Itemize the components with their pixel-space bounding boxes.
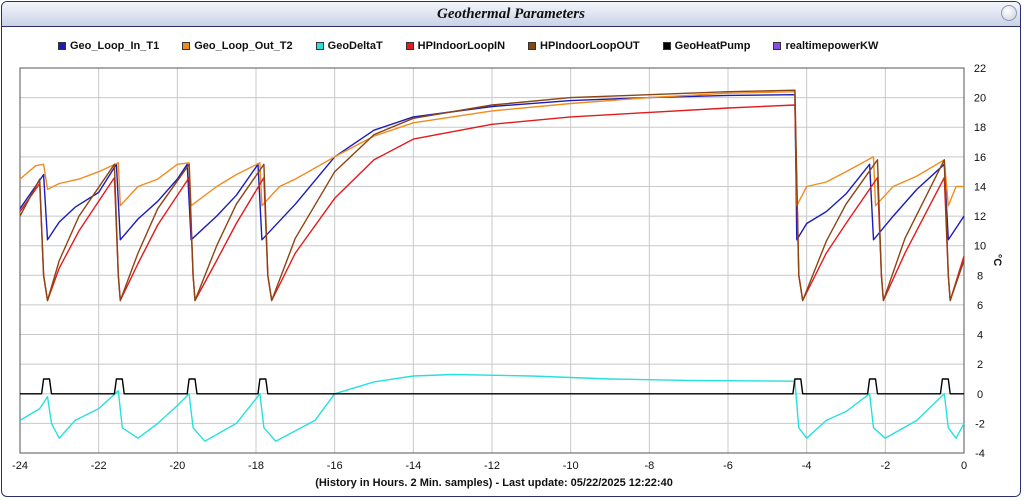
x-tick-label: -14 xyxy=(405,460,421,472)
x-tick-label: -8 xyxy=(644,460,654,472)
legend-item[interactable]: HPIndoorLoopOUT xyxy=(528,40,640,52)
y-tick-label: 22 xyxy=(974,63,986,75)
x-tick-label: -18 xyxy=(248,460,264,472)
series-line-GeoDeltaT xyxy=(19,373,965,442)
legend-label: HPIndoorLoopOUT xyxy=(540,40,640,52)
legend-item[interactable]: GeoDeltaT xyxy=(315,40,383,52)
y-tick-label: 10 xyxy=(974,241,986,253)
legend-label: HPIndoorLoopIN xyxy=(417,40,506,52)
legend-swatch xyxy=(405,42,414,50)
legend-swatch xyxy=(528,42,537,50)
y-tick-label: 16 xyxy=(974,152,986,164)
legend-item[interactable]: realtimepowerKW xyxy=(773,40,878,52)
y-tick-label: 0 xyxy=(977,389,983,401)
legend-item[interactable]: Geo_Loop_Out_T2 xyxy=(182,40,293,52)
y-tick-label: 6 xyxy=(977,300,983,312)
legend-swatch xyxy=(662,42,671,50)
x-tick-label: -6 xyxy=(723,460,733,472)
y-tick-label: 18 xyxy=(974,122,986,134)
legend-item[interactable]: Geo_Loop_In_T1 xyxy=(58,40,159,52)
x-tick-label: -24 xyxy=(12,460,28,472)
series-line-HPIndoorLoopOUT xyxy=(19,89,965,302)
y-tick-label: 20 xyxy=(974,93,986,105)
y-axis-label: °C xyxy=(991,254,1003,266)
y-tick-label: 14 xyxy=(974,181,986,193)
x-axis-label: (History in Hours. 2 Min. samples) - Las… xyxy=(315,477,673,489)
y-tick-label: 8 xyxy=(977,270,983,282)
x-tick-label: -12 xyxy=(484,460,500,472)
close-icon[interactable] xyxy=(1001,5,1017,21)
y-tick-label: 12 xyxy=(974,211,986,223)
y-tick-label: 2 xyxy=(977,359,983,371)
legend-label: Geo_Loop_Out_T2 xyxy=(194,40,293,52)
chart-title: Geothermal Parameters xyxy=(437,6,585,22)
x-tick-label: -2 xyxy=(880,460,890,472)
legend-label: Geo_Loop_In_T1 xyxy=(70,40,160,52)
x-tick-label: -20 xyxy=(169,460,185,472)
legend-swatch xyxy=(773,42,782,50)
legend-swatch xyxy=(182,42,191,50)
series-line-GeoHeatPump xyxy=(20,378,964,395)
legend-label: GeoHeatPump xyxy=(674,40,751,52)
x-tick-label: -10 xyxy=(563,460,579,472)
legend-swatch xyxy=(58,42,66,50)
legend-item[interactable]: GeoHeatPump xyxy=(662,40,751,52)
x-tick-label: -16 xyxy=(327,460,343,472)
legend: Geo_Loop_In_T1 Geo_Loop_Out_T2 GeoDeltaT HP… xyxy=(58,40,901,52)
y-tick-label: -4 xyxy=(975,448,985,460)
y-tick-label: 4 xyxy=(977,330,983,342)
x-tick-label: -22 xyxy=(91,460,107,472)
title-bar: Geothermal Parameters xyxy=(2,2,1020,27)
legend-label: GeoDeltaT xyxy=(327,40,383,52)
legend-swatch xyxy=(315,42,324,50)
legend-label: realtimepowerKW xyxy=(785,40,879,52)
x-tick-label: -4 xyxy=(802,460,812,472)
x-tick-label: 0 xyxy=(961,460,967,472)
y-tick-label: -2 xyxy=(975,418,985,430)
legend-item[interactable]: HPIndoorLoopIN xyxy=(405,40,506,52)
